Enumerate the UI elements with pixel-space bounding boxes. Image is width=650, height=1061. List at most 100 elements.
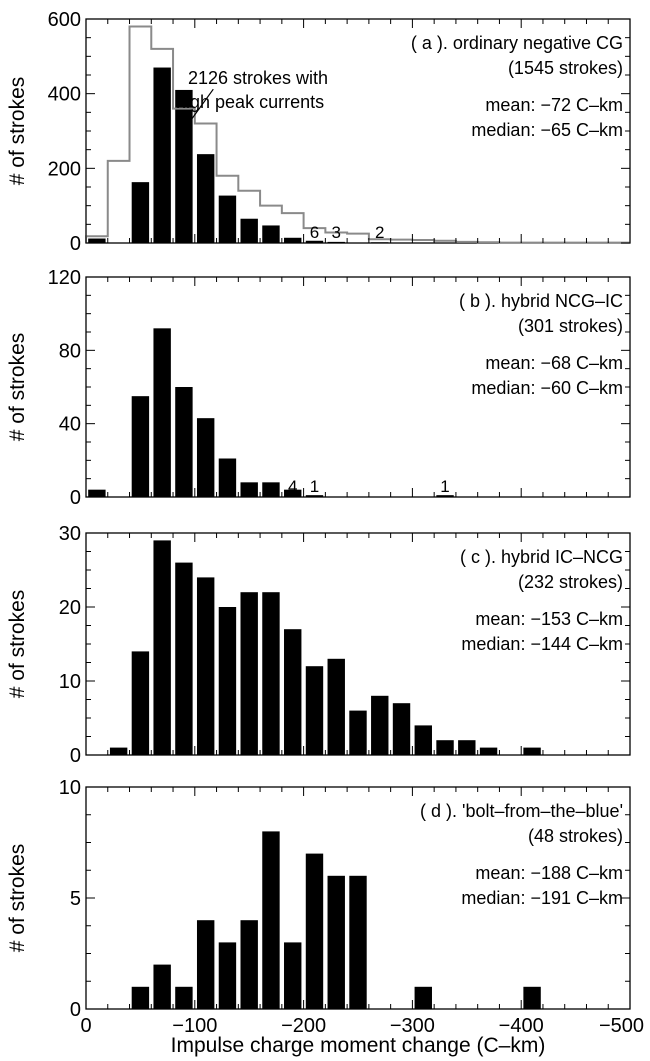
- panel-c-stat: mean: −153 C–km: [475, 609, 623, 629]
- panel-a-y-tick-label: 600: [48, 9, 81, 31]
- panel-b-y-tick-label: 120: [48, 267, 81, 289]
- panel-a-title: ( a ). ordinary negative CG: [411, 33, 623, 53]
- panel-c-y-tick-label: 10: [59, 671, 81, 693]
- panel-c-bar: [414, 725, 432, 755]
- x-tick-label: 0: [80, 1015, 91, 1037]
- panel-c-bar: [175, 562, 193, 755]
- panel-a-bar: [218, 195, 237, 243]
- panel-d-bar: [523, 986, 541, 1009]
- panel-a-bar: [131, 182, 150, 243]
- panel-a-bar: [305, 240, 324, 243]
- panel-c-bar: [523, 747, 541, 755]
- panel-d-stat: mean: −188 C–km: [475, 863, 623, 883]
- panel-c-y-axis-title: # of strokes: [6, 590, 29, 699]
- panel-b-bar: [153, 328, 171, 497]
- panel-a-y-tick-label: 400: [48, 84, 81, 106]
- panel-c-bar: [458, 740, 476, 755]
- panel-d-stat: median: −191 C–km: [461, 888, 623, 908]
- panel-b-stroke-count: (301 strokes): [518, 316, 623, 336]
- panel-a-y-tick-label: 0: [70, 233, 81, 255]
- panel-d-bar: [262, 831, 280, 1009]
- panel-d-y-tick-label: 0: [70, 999, 81, 1021]
- panel-c-y-tick-label: 30: [59, 523, 81, 545]
- panel-a-bar: [284, 237, 302, 243]
- x-tick-label: −100: [172, 1015, 217, 1037]
- panel-a-stat: median: −65 C–km: [471, 120, 623, 140]
- panel-a-y-axis-title: # of strokes: [6, 77, 29, 186]
- panel-b-bar: [131, 396, 150, 497]
- panel-d-bar: [175, 986, 193, 1009]
- panel-c-bar: [479, 747, 498, 755]
- panel-a-y-tick-label: 200: [48, 158, 81, 180]
- panel-c-y-tick-label: 20: [59, 597, 81, 619]
- panel-c-y-tick-label: 0: [70, 745, 81, 767]
- panel-a-annotation: 2126 strokes with: [188, 68, 328, 88]
- panel-c-bar: [327, 658, 345, 755]
- panel-a-bar-count-label: 2: [375, 223, 384, 242]
- panel-a-bar: [175, 89, 193, 243]
- panel-c-stat: median: −144 C–km: [461, 634, 623, 654]
- panel-c-bar: [131, 651, 150, 755]
- panel-b-bar: [88, 489, 106, 497]
- panel-a-outline-histogram: [85, 25, 630, 244]
- panel-d-bar: [414, 986, 432, 1009]
- panel-d-bar: [284, 942, 302, 1009]
- panel-b-bar: [218, 458, 237, 497]
- panel-b-bar: [262, 482, 280, 497]
- panel-a-stroke-count: (1545 strokes): [508, 58, 623, 78]
- panel-a-bar-count-label: 3: [332, 223, 341, 242]
- panel-d-bar: [327, 875, 345, 1009]
- panel-a-bar: [240, 218, 258, 243]
- panel-b-bar-count-label: 1: [310, 477, 319, 496]
- panel-c-bar: [284, 629, 302, 755]
- panel-b-y-tick-label: 0: [70, 487, 81, 509]
- panel-a-bar: [327, 241, 345, 243]
- x-tick-label: −500: [599, 1015, 644, 1037]
- panel-d-bar: [218, 942, 237, 1009]
- x-axis-tick-labels: 0 −100 −200 −300 −400 −500: [80, 1015, 644, 1037]
- panel-d-bar: [305, 853, 324, 1009]
- panel-c-title: ( c ). hybrid IC–NCG: [460, 547, 623, 567]
- panel-a-bar: [371, 242, 389, 244]
- panel-d-title: ( d ). 'bolt–from–the–blue': [420, 801, 623, 821]
- panel-b-y-tick-label: 80: [59, 340, 81, 362]
- panel-d-y-tick-label: 5: [70, 888, 81, 910]
- panel-c-bar: [436, 740, 454, 755]
- panel-c-stroke-count: (232 strokes): [518, 572, 623, 592]
- panel-b-bar: [284, 489, 302, 497]
- panel-c-bar: [240, 592, 258, 755]
- panel-b-bar-count-label: 4: [288, 477, 297, 496]
- panel-b-stat: median: −60 C–km: [471, 378, 623, 398]
- x-axis-title: Impulse charge moment change (C–km): [171, 1034, 546, 1057]
- panel-d-bar: [196, 920, 215, 1009]
- panel-c-bar: [109, 747, 128, 755]
- panel-b-bar: [305, 495, 324, 497]
- panel-b-stat: mean: −68 C–km: [485, 353, 623, 373]
- panel-b-y-axis-title: # of strokes: [6, 333, 29, 442]
- panel-a-annotation-leader: [190, 88, 214, 120]
- panel-d-y-tick-label: 10: [59, 777, 81, 799]
- panel-d-stroke-count: (48 strokes): [528, 826, 623, 846]
- panel-a: 2126 strokes with high peak currents 6 3 2 0 2…: [6, 9, 631, 255]
- panel-b-bar: [175, 387, 193, 497]
- panel-a-bar-count-label: 6: [310, 223, 319, 242]
- panel-a-bar: [196, 154, 215, 243]
- panel-a-annotation-line2: high peak currents: [176, 92, 324, 112]
- panel-b-title: ( b ). hybrid NCG–IC: [459, 291, 623, 311]
- panel-c-bar: [196, 577, 215, 755]
- panel-d: 0 5 10 # of strokes ( d ). 'bolt–from–the–bl…: [6, 777, 631, 1021]
- panel-c-bar: [305, 666, 324, 755]
- panel-d-bar: [153, 964, 171, 1009]
- panel-b-bar: [196, 418, 215, 497]
- panel-d-bar: [349, 875, 367, 1009]
- panel-c: 0 10 20 30 # of strokes ( c ). hybrid IC–NCG (…: [6, 523, 631, 767]
- panel-d-y-axis-title: # of strokes: [6, 844, 29, 953]
- panel-d-bar: [240, 920, 258, 1009]
- panel-a-bar: [88, 238, 106, 243]
- panel-b-y-tick-label: 40: [59, 414, 81, 436]
- panel-c-bar: [371, 695, 389, 755]
- panel-a-bar: [153, 67, 171, 244]
